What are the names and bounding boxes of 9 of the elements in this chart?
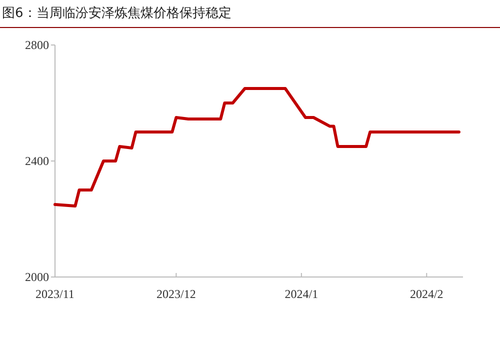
x-tick-label: 2024/1 xyxy=(284,287,318,301)
y-tick-label: 2800 xyxy=(25,38,49,52)
chart-title: 图6：当周临汾安泽炼焦煤价格保持稳定 xyxy=(2,5,232,21)
x-tick-label: 2023/12 xyxy=(156,287,196,301)
y-tick-label: 2400 xyxy=(25,154,49,168)
x-tick-label: 2023/11 xyxy=(36,287,74,301)
y-tick-label: 2000 xyxy=(25,270,49,284)
x-tick-label: 2024/2 xyxy=(410,287,444,301)
line-series xyxy=(54,87,460,208)
